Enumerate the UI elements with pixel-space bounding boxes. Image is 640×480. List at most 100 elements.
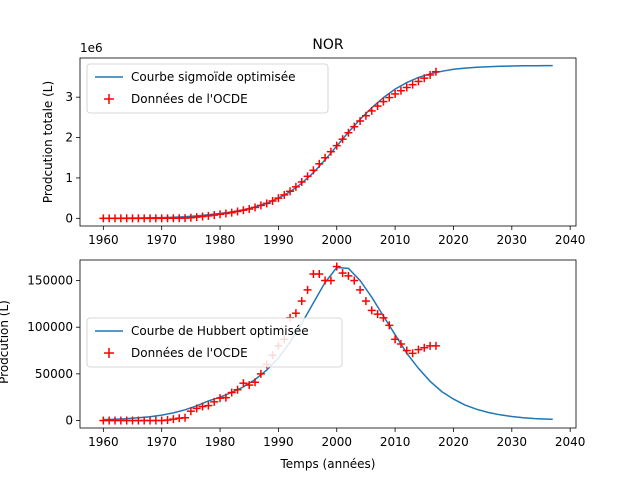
data-point-marker [414, 345, 423, 354]
data-point-marker [344, 271, 353, 280]
data-point-marker [396, 340, 405, 348]
data-point-marker [198, 402, 207, 411]
y-tick-label: 100000 [27, 320, 73, 334]
data-point-marker [315, 159, 324, 168]
data-point-marker [385, 93, 394, 102]
y-tick-label: 3 [65, 90, 73, 104]
legend-marker-swatch [104, 94, 114, 104]
data-point-marker [402, 346, 411, 355]
data-point-marker [350, 122, 359, 131]
x-axis-label: Temps (années) [280, 457, 376, 471]
data-point-marker [303, 172, 312, 181]
data-point-marker [385, 321, 394, 330]
data-point-marker [408, 80, 417, 89]
x-tick-label: 1980 [205, 233, 236, 247]
data-point-marker [297, 177, 306, 186]
chart-annual-production: Prodcution (L) Temps (années) 1960 1970 19… [0, 259, 585, 471]
data-point-marker [391, 89, 400, 98]
data-point-marker [192, 404, 201, 413]
data-point-marker [420, 74, 429, 83]
data-point-marker [315, 270, 324, 278]
x-tick-label: 2030 [497, 435, 528, 449]
data-point-marker [251, 378, 260, 387]
data-point-marker [221, 393, 230, 402]
data-point-marker [169, 415, 178, 424]
legend: Courbe de Hubbert optimisée Données de l… [86, 317, 343, 368]
data-point-marker [291, 182, 300, 191]
y-axis-label: Prodcution totale (L) [41, 81, 55, 203]
legend-marker-swatch [104, 348, 114, 358]
x-tick-label: 1990 [263, 233, 294, 247]
series-layer [99, 64, 553, 223]
x-tick-label: 1980 [205, 435, 236, 449]
axes-frame [79, 57, 577, 227]
axes-frame [79, 259, 577, 429]
data-point-marker [402, 83, 411, 92]
data-point-marker [338, 135, 347, 144]
data-point-marker [245, 205, 254, 214]
data-point-marker [431, 341, 440, 350]
axis-ticks: 1960 1970 1980 1990 2000 2010 2020 2030 2040 0 1 2 3 [65, 90, 585, 247]
data-point-marker [367, 106, 376, 115]
chart-cumulative-production: NOR 1e6 Prodcution totale (L) 1960 1970 19… [41, 37, 585, 247]
data-point-marker [227, 388, 236, 397]
data-point-marker [274, 194, 283, 203]
legend-box [86, 63, 329, 114]
data-point-marker [361, 111, 370, 120]
data-point-marker [245, 381, 254, 390]
series-layer [99, 262, 553, 425]
data-point-marker [251, 203, 260, 212]
data-point-marker [210, 211, 219, 220]
x-tick-label: 2040 [555, 233, 586, 247]
data-point-marker [280, 190, 289, 199]
legend-box [86, 317, 343, 368]
data-point-marker [396, 86, 405, 95]
data-point-marker [256, 369, 265, 378]
data-point-marker [233, 385, 242, 394]
data-point-marker [338, 269, 347, 278]
data-point-marker [256, 201, 265, 210]
data-point-marker [303, 285, 312, 294]
data-point-marker [181, 413, 190, 422]
data-point-marker [239, 206, 248, 215]
data-point-marker [332, 141, 341, 150]
data-point-marker [204, 401, 213, 410]
y-offset-label: 1e6 [80, 41, 103, 55]
y-tick-label: 1 [65, 171, 73, 185]
data-point-marker [233, 207, 242, 216]
data-point-marker [379, 97, 388, 106]
data-point-marker [356, 117, 365, 125]
x-tick-label: 2000 [321, 435, 352, 449]
data-point-marker [431, 67, 440, 76]
data-point-marker [373, 102, 382, 111]
legend-label-data: Données de l'OCDE [131, 92, 248, 106]
data-point-marker [204, 211, 213, 220]
data-point-marker [239, 379, 248, 388]
x-tick-label: 2020 [438, 233, 469, 247]
legend-label-data: Données de l'OCDE [131, 346, 248, 360]
legend-label-fit: Courbe de Hubbert optimisée [131, 324, 309, 338]
y-tick-label: 0 [65, 414, 73, 428]
data-point-marker [332, 262, 341, 271]
x-tick-label: 1970 [146, 435, 177, 449]
x-tick-label: 1970 [146, 233, 177, 247]
data-point-marker [373, 310, 382, 319]
data-point-marker [361, 297, 370, 306]
legend: Courbe sigmoïde optimisée Données de l'O… [86, 63, 329, 114]
y-tick-label: 150000 [27, 274, 73, 288]
legend-label-fit: Courbe sigmoïde optimisée [131, 70, 296, 84]
data-point-marker [350, 276, 359, 285]
data-point-marker [379, 313, 388, 322]
x-tick-label: 2020 [438, 435, 469, 449]
y-tick-label: 2 [65, 131, 73, 145]
data-point-marker [227, 208, 236, 217]
data-point-marker [356, 285, 365, 294]
axis-ticks: 1960 1970 1980 1990 2000 2010 2020 2030 2040 0 500… [27, 274, 585, 449]
x-tick-label: 2010 [380, 435, 411, 449]
data-point-marker [420, 343, 429, 352]
data-point-marker [309, 166, 318, 175]
x-tick-label: 1960 [88, 233, 119, 247]
fit-curve-line [103, 266, 553, 421]
x-tick-label: 2000 [321, 233, 352, 247]
